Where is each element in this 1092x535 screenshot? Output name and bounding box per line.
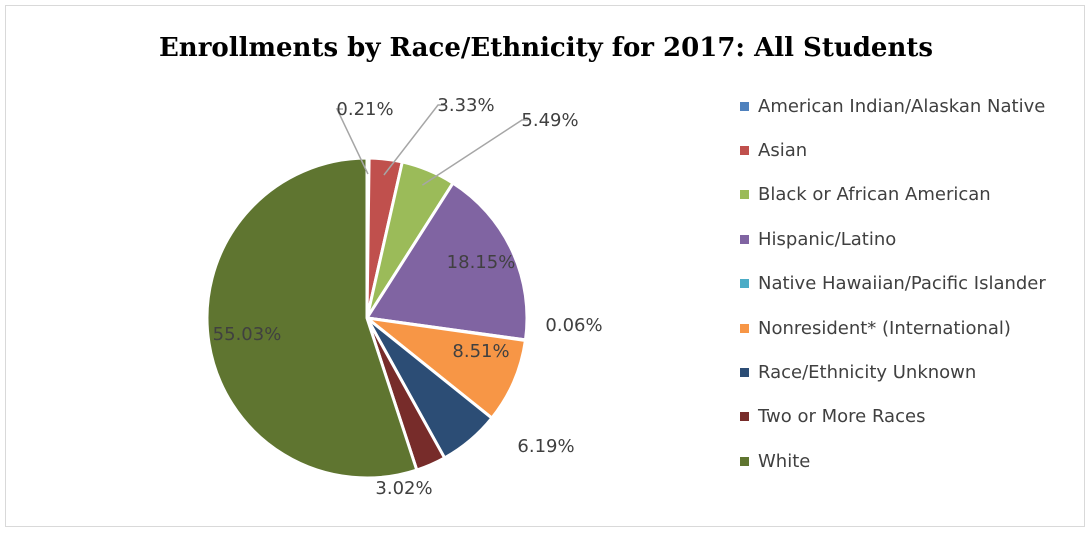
- legend-item-asian: Asian: [740, 128, 1046, 172]
- data-label-native-hawaiian-pacific-islander: 0.06%: [545, 315, 602, 336]
- legend-label: Hispanic/Latino: [758, 228, 897, 250]
- legend: American Indian/Alaskan Native Asian Black…: [740, 84, 1046, 484]
- data-label-white: 55.03%: [213, 324, 282, 345]
- legend-label: Asian: [758, 140, 808, 162]
- legend-swatch: [740, 456, 749, 466]
- data-label-two-or-more-races: 3.02%: [375, 478, 432, 499]
- data-label-asian: 3.33%: [437, 95, 494, 116]
- legend-label: Native Hawaiian/Pacific Islander: [758, 273, 1046, 295]
- legend-swatch: [740, 190, 749, 200]
- leader-line-american-indian-alaskan-native: [335, 108, 369, 175]
- legend-item-two-or-more-races: Two or More Races: [740, 395, 1046, 439]
- legend-swatch: [740, 279, 749, 289]
- legend-label: American Indian/Alaskan Native: [758, 95, 1046, 117]
- data-label-hispanic-latino: 18.15%: [447, 252, 516, 273]
- legend-label: Two or More Races: [758, 406, 926, 428]
- legend-swatch: [740, 234, 749, 244]
- data-label-american-indian-alaskan-native: 0.21%: [336, 99, 393, 120]
- legend-label: Race/Ethnicity Unknown: [758, 362, 977, 384]
- data-label-black-or-african-american: 5.49%: [521, 110, 578, 131]
- legend-item-race-ethnicity-unknown: Race/Ethnicity Unknown: [740, 350, 1046, 394]
- data-label-race-ethnicity-unknown: 6.19%: [517, 436, 574, 457]
- chart-title: Enrollments by Race/Ethnicity for 2017: …: [158, 33, 934, 63]
- legend-item-white: White: [740, 439, 1046, 483]
- legend-label: Black or African American: [758, 184, 991, 206]
- leader-line-black-or-african-american: [421, 119, 528, 186]
- legend-swatch: [740, 323, 749, 333]
- legend-swatch: [740, 101, 749, 111]
- pie-slice-nonresident-international: [365, 316, 527, 420]
- pie-slice-white: [205, 156, 419, 480]
- legend-label: White: [758, 450, 811, 472]
- pie-slice-hispanic-latino: [365, 181, 529, 342]
- legend-item-nonresident-international: Nonresident* (International): [740, 306, 1046, 350]
- legend-item-american-indian-alaskan-native: American Indian/Alaskan Native: [740, 84, 1046, 128]
- legend-swatch: [740, 412, 749, 422]
- legend-label: Nonresident* (International): [758, 317, 1011, 339]
- legend-item-black-or-african-american: Black or African American: [740, 173, 1046, 217]
- legend-item-native-hawaiian-pacific-islander: Native Hawaiian/Pacific Islander: [740, 262, 1046, 306]
- legend-swatch: [740, 368, 749, 378]
- data-label-nonresident-international: 8.51%: [452, 341, 509, 362]
- chart-area: [5, 5, 1085, 527]
- legend-swatch: [740, 146, 749, 156]
- legend-item-hispanic-latino: Hispanic/Latino: [740, 217, 1046, 261]
- leader-line-asian: [383, 104, 444, 176]
